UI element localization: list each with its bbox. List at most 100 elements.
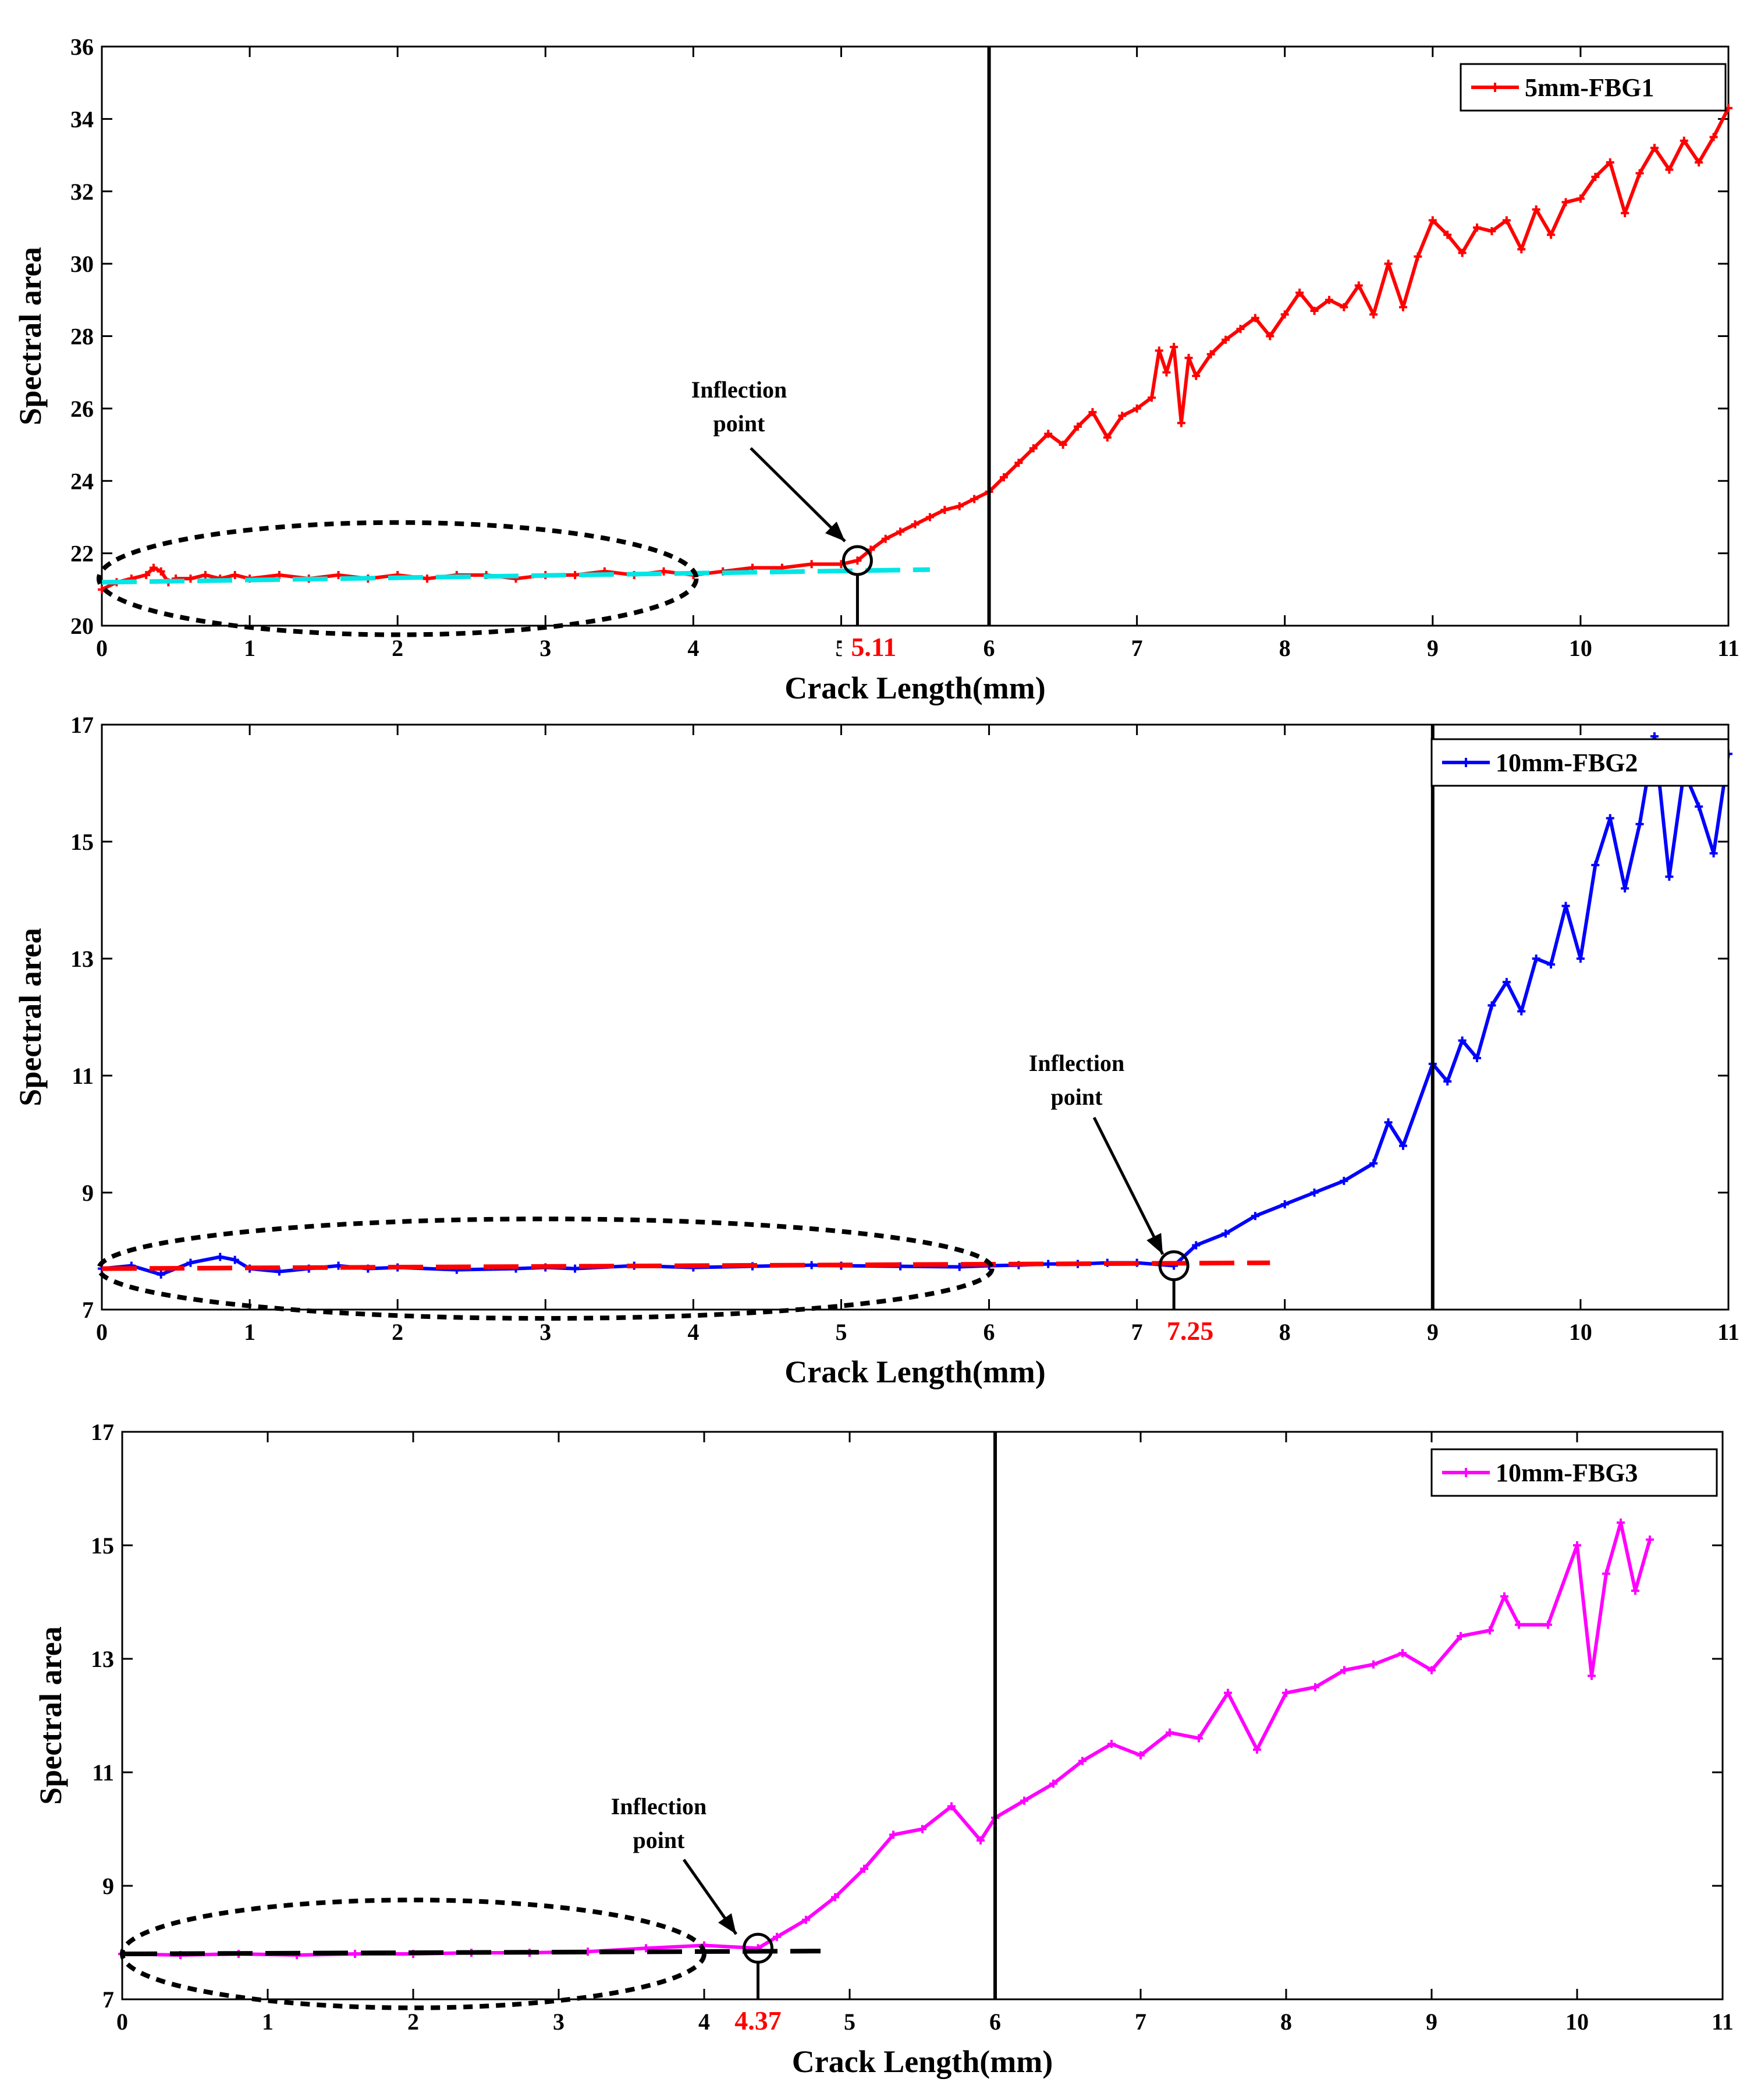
data-point [1443,1077,1452,1086]
fit-line [101,567,930,585]
x-tick-label: 0 [96,635,108,661]
data-point [1195,1734,1203,1743]
data-point [1222,335,1230,344]
data-point [1310,1189,1319,1197]
y-tick-label: 36 [70,34,94,60]
data-point [1224,1688,1232,1697]
data-point [1547,230,1556,239]
y-tick-label: 9 [102,1873,114,1899]
data-point [1473,223,1482,232]
data-point [1591,861,1600,870]
data-point [186,1258,195,1267]
data-point [1547,960,1556,969]
data-point [1631,1587,1639,1595]
x-tick-label: 4 [698,2009,710,2035]
data-point [149,563,158,572]
x-tick-label: 11 [1717,635,1739,661]
x-tick-label: 9 [1427,1319,1439,1345]
x-tick-label: 6 [984,635,995,661]
x-tick-label: 2 [407,2009,419,2035]
data-point [1107,1740,1116,1748]
x-axis-label: Crack Length(mm) [792,2044,1053,2079]
data-point [1253,1746,1261,1754]
plot-frame [101,45,1730,627]
data-point [1369,310,1378,319]
data-point [186,574,195,583]
data-point [1020,1796,1028,1805]
x-tick-label: 7 [1131,1319,1143,1345]
y-tick-label: 13 [91,1646,114,1672]
data-point [1606,158,1614,166]
annotation-line-2: point [713,410,766,437]
stable-region-ellipse [96,1216,995,1321]
data-point [773,1932,781,1941]
data-point [1502,978,1511,987]
data-point [1340,1176,1348,1185]
data-point [977,1836,985,1844]
inflection-value-label: 4.37 [734,2006,782,2035]
inflection-label-bg [726,2007,790,2037]
data-point [1222,1229,1230,1238]
data-point [1635,169,1644,178]
data-point [1192,371,1201,380]
y-tick-label: 13 [70,946,94,972]
y-tick-label: 32 [70,179,94,205]
y-tick-label: 11 [72,1063,94,1089]
legend-swatch-marker [1461,1468,1471,1477]
x-tick-label: 10 [1565,2009,1589,2035]
data-point [334,570,343,579]
x-tick-label: 1 [262,2009,274,2035]
annotation-line-2: point [633,1827,686,1853]
y-axis-label: Spectral area [13,247,48,425]
data-point [571,570,580,579]
data-point [1486,1626,1494,1635]
x-tick-label: 1 [244,1319,255,1345]
y-tick-label: 22 [70,541,94,567]
x-tick-label: 8 [1280,2009,1292,2035]
data-point [1532,955,1540,963]
data-point [1029,444,1038,453]
data-point [1665,165,1674,174]
data-point [1500,1592,1508,1601]
data-point [1635,820,1644,828]
data-point [1487,1001,1496,1010]
data-point [1487,227,1496,236]
data-point [1325,296,1333,304]
data-point [1044,430,1053,438]
data-point [230,570,239,579]
data-point [999,473,1008,482]
data-point [807,560,816,569]
data-point [1398,1649,1407,1658]
x-tick-label: 11 [1712,2009,1734,2035]
data-point [1561,198,1570,207]
x-tick-label: 3 [539,635,551,661]
data-point [1384,260,1393,268]
data-point [1428,1666,1436,1675]
plot-frame [101,723,1730,1311]
data-point [831,1893,839,1902]
data-point [1177,418,1185,427]
data-point [1118,412,1127,420]
stable-region-ellipse [96,520,699,637]
stable-region-ellipse [120,1897,706,2010]
data-point [955,502,964,510]
x-tick-label: 3 [539,1319,551,1345]
data-point [1680,136,1688,145]
data-point [1665,872,1674,881]
x-tick-label: 11 [1717,1319,1739,1345]
data-point [1606,814,1614,822]
x-tick-label: 8 [1279,1319,1291,1345]
inflection-value-label: 7.25 [1167,1316,1214,1346]
x-tick-label: 4 [687,635,699,661]
data-point [157,1270,165,1279]
y-tick-label: 17 [70,712,94,738]
data-point [1443,230,1452,239]
data-point [142,570,151,579]
data-point [1295,288,1304,297]
series-line [101,107,1730,591]
data-point [1621,884,1629,893]
data-point [1473,1053,1482,1062]
data-point [1266,332,1274,340]
